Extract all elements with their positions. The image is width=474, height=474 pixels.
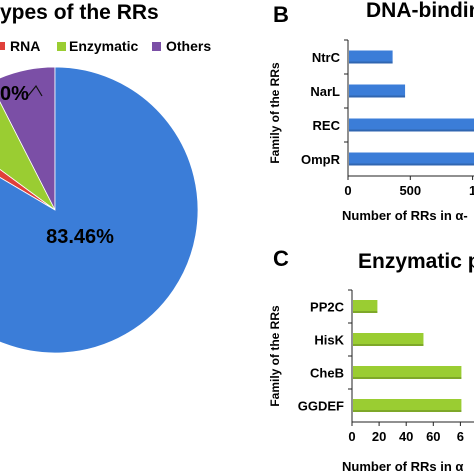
pie-title: ypes of the RRs: [0, 1, 159, 24]
panel-b-bar-shadow-rec: [349, 129, 474, 132]
panel-b-x-tick-label: 1: [469, 183, 474, 198]
panel-b-title: DNA-bindin: [366, 0, 474, 22]
panel-b-bar-shadow-ompr: [349, 163, 474, 166]
panel-b-bar-ompr: [349, 152, 474, 166]
panel-c-bar-shadow-hisk: [353, 344, 424, 346]
pie-legend: RNA Enzymatic Others: [0, 38, 211, 54]
panel-b-category-label-narl: NarL: [310, 84, 340, 99]
pie-chart-panel: ypes of the RRs RNA Enzymatic Others 0% …: [0, 1, 211, 354]
panel-c-plot: PP2C HisK CheB GGDEF 0 20 40 60 6: [298, 289, 474, 444]
panel-c-bar-shadow-ggdef: [353, 410, 462, 412]
panel-c-ylabel: Family of the RRs: [268, 305, 282, 407]
panel-b-xlabel: Number of RRs in α-: [342, 208, 468, 223]
panel-b-category-label-ntrc: NtrC: [312, 50, 341, 65]
pie-slice-value-label: 83.46%: [46, 226, 114, 248]
panel-b-letter: B: [273, 2, 289, 27]
panel-c-bar-ggdef: [353, 399, 462, 412]
legend-swatch-enzymatic: [57, 42, 66, 51]
legend-label-rna: RNA: [10, 38, 40, 54]
legend-swatch-others: [152, 42, 161, 51]
panel-c-category-label-hisk: HisK: [314, 333, 344, 348]
pie-leader-line: [27, 84, 43, 97]
panel-c-category-label-cheb: CheB: [310, 366, 344, 381]
panel-b-bar-ntrc: [349, 50, 393, 64]
panel-c-bar-hisk: [353, 333, 424, 346]
pie-slice-dna-binding: [0, 66, 199, 354]
pie-slice-rna: [0, 169, 56, 211]
panel-c-bar-shadow-pp2c: [353, 311, 378, 313]
panel-c-bar-shadow-cheb: [353, 377, 462, 379]
panel-c-letter: C: [273, 246, 289, 271]
panel-c-bar-pp2c: [353, 300, 378, 313]
panel-c-bar-cheb: [353, 366, 462, 379]
panel-c-x-tick-label: 0: [348, 429, 355, 444]
pie-slices: [0, 66, 199, 354]
panel-c-x-tick-label: 60: [426, 429, 440, 444]
enzymatic-panel: C Enzymatic p Family of the RRs Number o…: [268, 246, 474, 474]
legend-label-enzymatic: Enzymatic: [69, 38, 138, 54]
panel-b-bar-shadow-narl: [349, 95, 406, 98]
pie-partial-label: 0%: [0, 83, 29, 105]
panel-c-xlabel: Number of RRs in α: [342, 459, 463, 474]
panel-b-bar-rec: [349, 118, 474, 132]
panel-c-x-tick-label: 6: [457, 429, 464, 444]
legend-swatch-rna: [0, 42, 5, 50]
pie-slice-enzymatic: [0, 101, 56, 211]
panel-b-plot: NtrC NarL REC OmpR 0 500 1: [301, 39, 474, 198]
panel-b-category-label-ompr: OmpR: [301, 152, 341, 167]
panel-b-x-tick-label: 500: [399, 183, 421, 198]
panel-b-category-label-rec: REC: [313, 118, 341, 133]
legend-label-others: Others: [166, 38, 211, 54]
panel-b-bar-narl: [349, 84, 406, 98]
panel-c-title: Enzymatic p: [358, 250, 474, 273]
panel-c-category-label-ggdef: GGDEF: [298, 399, 344, 414]
panel-b-ylabel: Family of the RRs: [268, 62, 282, 164]
panel-c-x-tick-label: 40: [399, 429, 413, 444]
panel-c-category-label-pp2c: PP2C: [310, 300, 345, 315]
panel-c-x-tick-label: 20: [372, 429, 386, 444]
panel-b-x-tick-label: 0: [344, 183, 351, 198]
panel-b-bar-shadow-ntrc: [349, 61, 393, 64]
dna-binding-panel: B DNA-bindin Family of the RRs Number of…: [268, 0, 474, 223]
